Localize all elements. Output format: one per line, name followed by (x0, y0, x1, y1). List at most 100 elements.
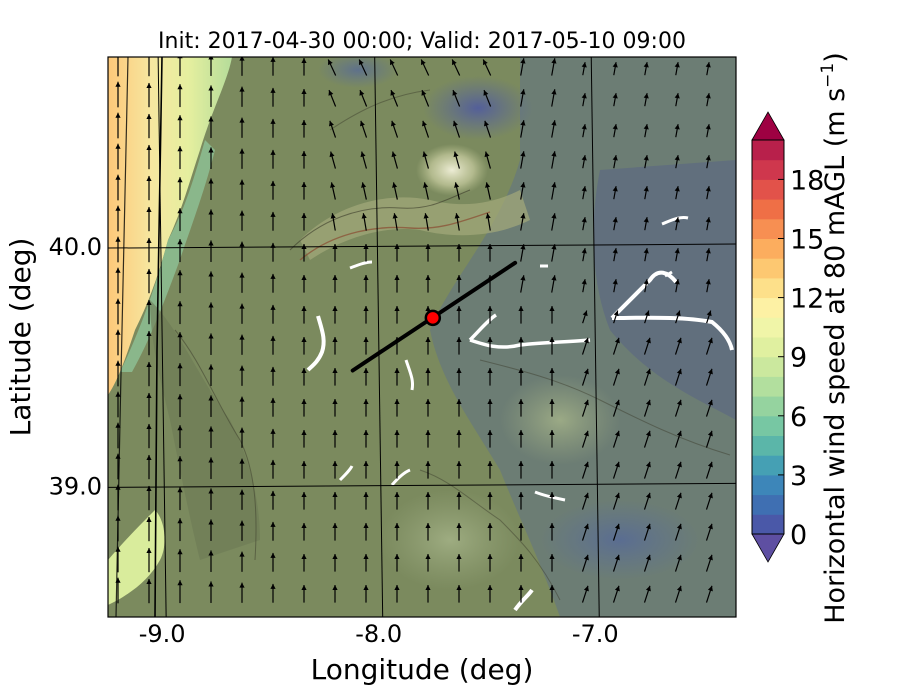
reservoir-outline (404, 359, 414, 391)
wind-arrow (425, 585, 431, 603)
wind-arrow (394, 430, 400, 448)
southern-blue-patch (540, 500, 700, 580)
wind-arrow (452, 120, 461, 138)
wind-arrow (146, 268, 152, 294)
wind-arrow (674, 217, 680, 231)
wind-arrow (358, 59, 368, 76)
wind-arrow (328, 120, 337, 138)
colorbar-segment (752, 494, 784, 515)
wind-arrow (454, 213, 460, 231)
wind-arrow (146, 206, 152, 232)
wind-arrow (456, 368, 462, 386)
contour-line (479, 359, 731, 456)
wind-arrow (487, 244, 493, 262)
wind-arrow (551, 182, 557, 200)
wind-arrow (425, 368, 431, 386)
plot-frame (107, 56, 737, 618)
wind-arrow (612, 279, 618, 293)
wind-arrow (643, 554, 651, 572)
wind-arrow (549, 399, 555, 417)
wind-arrow (301, 89, 307, 107)
wind-arrow (363, 492, 369, 510)
wind-arrow (270, 149, 276, 169)
wind-arrow (643, 585, 651, 603)
wind-arrow (177, 84, 183, 108)
wind-arrow (581, 217, 587, 231)
site-marker (424, 309, 442, 327)
colorbar-tick-label: 18 (790, 165, 824, 196)
wind-arrow (674, 492, 682, 510)
wind-arrow (117, 57, 119, 77)
wind-arrow (361, 182, 367, 200)
colorbar-segment (752, 337, 784, 358)
wind-arrow (394, 275, 400, 293)
wind-arrow (329, 151, 337, 169)
colorbar-label-exponent: −1 (818, 63, 838, 88)
coastal-high-wind-band (108, 57, 232, 395)
wind-arrow (146, 237, 152, 263)
wind-arrow (239, 210, 245, 231)
wind-arrow (425, 275, 431, 293)
central-light-patch (500, 375, 620, 465)
wind-arrow (208, 147, 214, 169)
wind-arrow (146, 330, 152, 356)
x-axis-label: Longitude (deg) (311, 653, 534, 686)
colorbar-tick-label: 12 (790, 284, 824, 315)
wind-arrow (146, 144, 152, 170)
wind-arrow (549, 306, 555, 324)
wind-arrow (208, 116, 214, 138)
wind-arrow (551, 120, 557, 138)
wind-arrow (423, 182, 429, 200)
wind-arrow (456, 337, 462, 355)
wind-arrow (301, 151, 307, 169)
wind-arrow (239, 303, 245, 324)
wind-arrow (146, 113, 152, 139)
wind-arrow (363, 430, 369, 448)
wind-arrow (363, 275, 369, 293)
wind-arrow (332, 306, 338, 324)
wind-arrow (705, 585, 713, 603)
wind-arrow (177, 146, 183, 170)
wind-arrow (363, 306, 369, 324)
wind-arrow (518, 306, 524, 324)
y-axis-label: Latitude (deg) (4, 238, 37, 437)
wind-arrow (675, 310, 681, 324)
wind-arrow (301, 120, 307, 138)
wind-arrow (177, 301, 183, 325)
wind-arrow (612, 124, 618, 138)
wind-arrow (425, 461, 431, 479)
reservoir-outline (338, 465, 411, 486)
wind-arrow (705, 124, 711, 138)
wind-arrow (239, 520, 245, 541)
wind-arrow (518, 368, 524, 386)
wind-arrow (643, 62, 649, 76)
wind-arrow (520, 182, 526, 200)
wind-arrow (301, 554, 307, 572)
wind-arrow (674, 368, 682, 386)
wind-arrow (705, 523, 713, 541)
wind-arrow (177, 518, 183, 542)
wind-arrow (612, 492, 620, 510)
colorbar-segment (752, 514, 784, 535)
wind-arrow (456, 430, 462, 448)
wind-arrow (328, 89, 337, 107)
wind-arrow (115, 329, 121, 356)
map-plot-area (108, 57, 736, 617)
wind-arrow (115, 391, 121, 418)
wind-arrow (115, 267, 121, 294)
wind-arrow (208, 519, 214, 541)
wind-arrow (612, 62, 618, 76)
wind-arrow (177, 549, 183, 573)
southern-light-patch (380, 490, 520, 590)
y-tick-label: 40.0 (49, 233, 102, 261)
wind-arrow (705, 368, 713, 386)
wind-arrow (452, 89, 461, 107)
wind-arrow (270, 87, 276, 107)
wind-arrow (270, 366, 276, 386)
wind-arrow (270, 304, 276, 324)
wind-arrow (612, 461, 620, 479)
wind-arrow (146, 578, 152, 604)
wind-arrow (581, 279, 587, 293)
wind-arrow (549, 554, 555, 572)
wind-arrow (425, 399, 431, 417)
